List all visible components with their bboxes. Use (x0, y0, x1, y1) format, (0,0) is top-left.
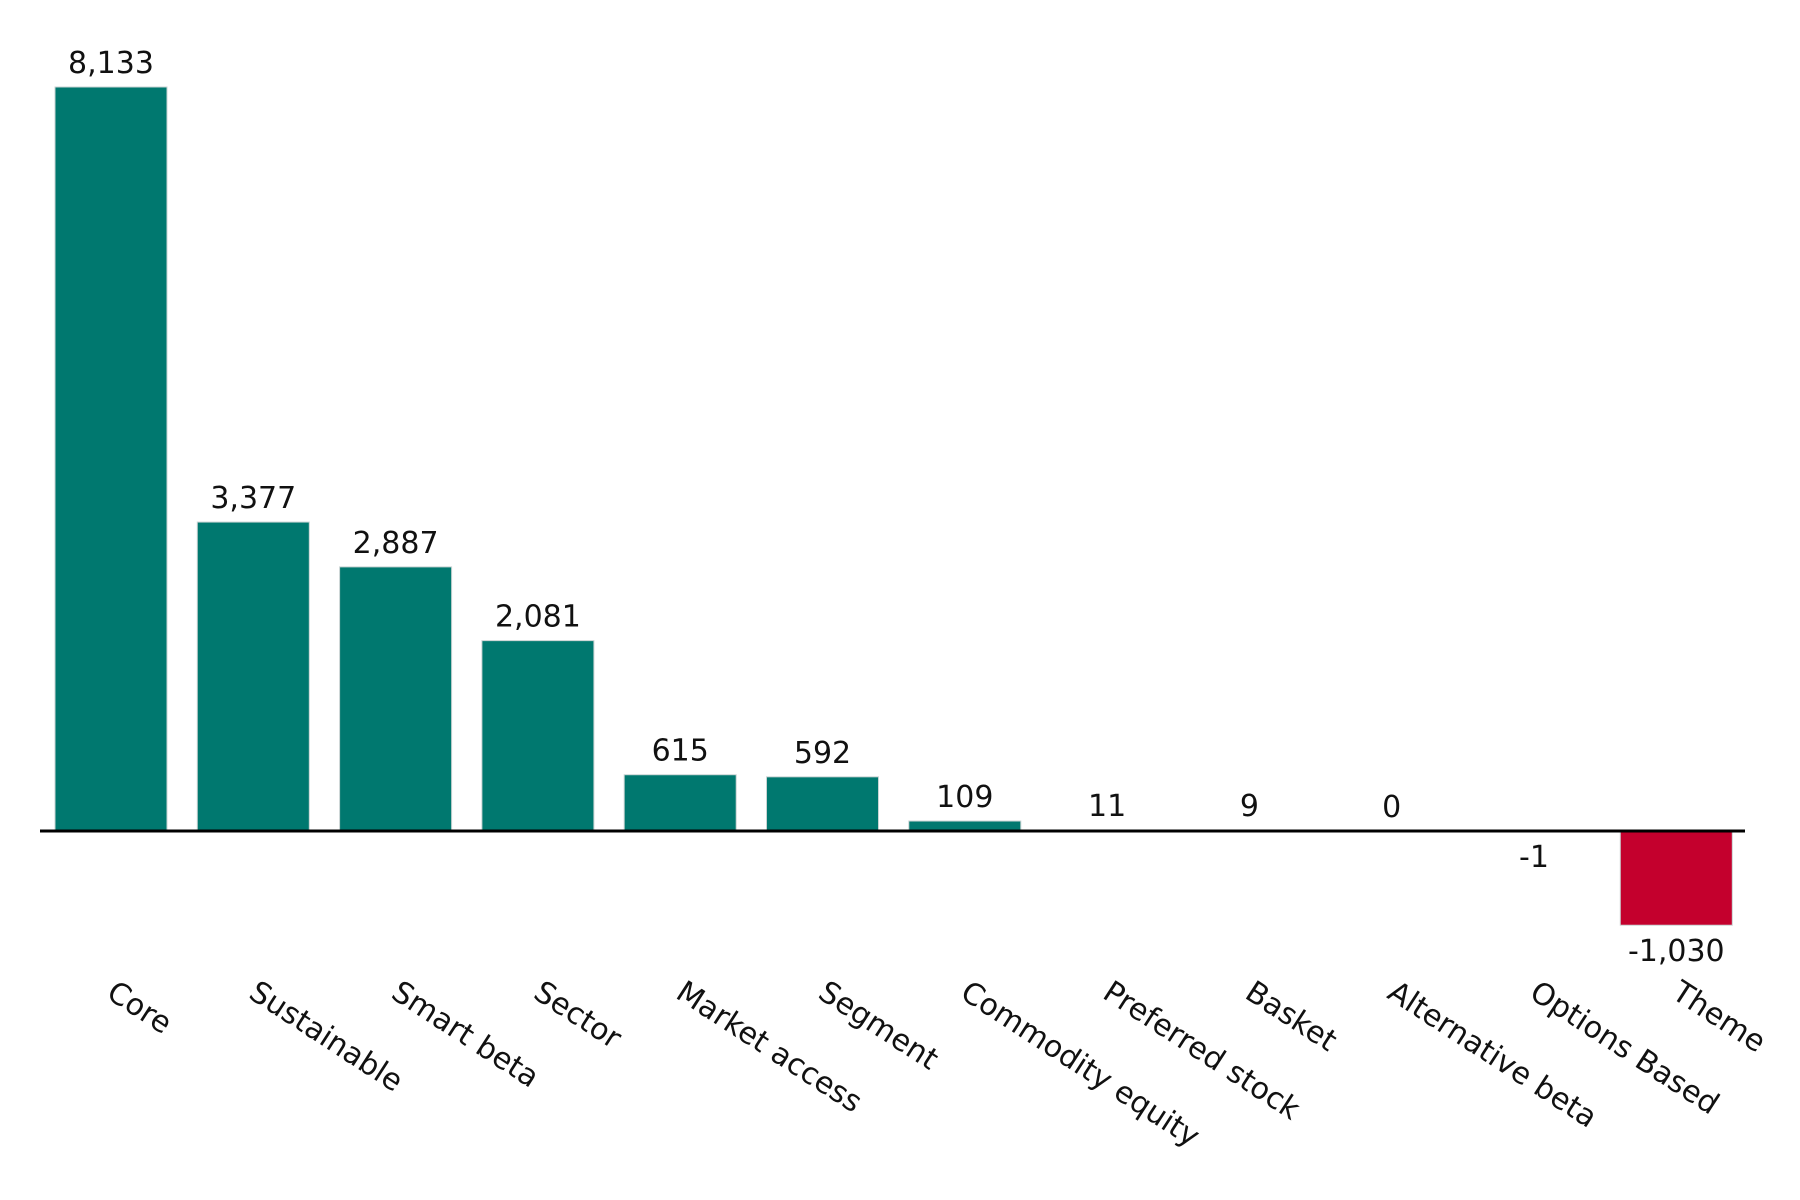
x-tick-label: Segment (812, 974, 944, 1077)
value-label: -1 (1519, 840, 1549, 875)
value-label: 11 (1088, 789, 1126, 824)
bar (196, 521, 310, 832)
bar (339, 566, 453, 832)
bar (766, 776, 879, 832)
value-label: -1,030 (1628, 934, 1725, 969)
bar (481, 640, 595, 832)
x-tick-label: Basket (1239, 974, 1343, 1059)
value-label: 109 (936, 780, 993, 815)
value-label: 2,887 (353, 526, 439, 561)
x-tick-label: Sector (528, 974, 629, 1056)
value-label: 592 (794, 736, 851, 771)
x-tick-label: Core (101, 974, 178, 1041)
x-tick-label: Smart beta (385, 974, 545, 1095)
x-tick-label: Theme (1665, 974, 1772, 1060)
bars (54, 86, 1733, 926)
value-label: 615 (652, 734, 709, 769)
x-tick-label: Commodity equity (954, 974, 1205, 1154)
value-label: 0 (1382, 790, 1401, 825)
value-label: 3,377 (210, 481, 296, 516)
x-tick-label: Sustainable (243, 974, 409, 1099)
bar (54, 86, 168, 832)
value-label: 9 (1240, 789, 1259, 824)
bar (623, 774, 737, 832)
value-label: 8,133 (68, 46, 154, 81)
value-label: 2,081 (495, 600, 581, 635)
bar (1619, 830, 1733, 926)
